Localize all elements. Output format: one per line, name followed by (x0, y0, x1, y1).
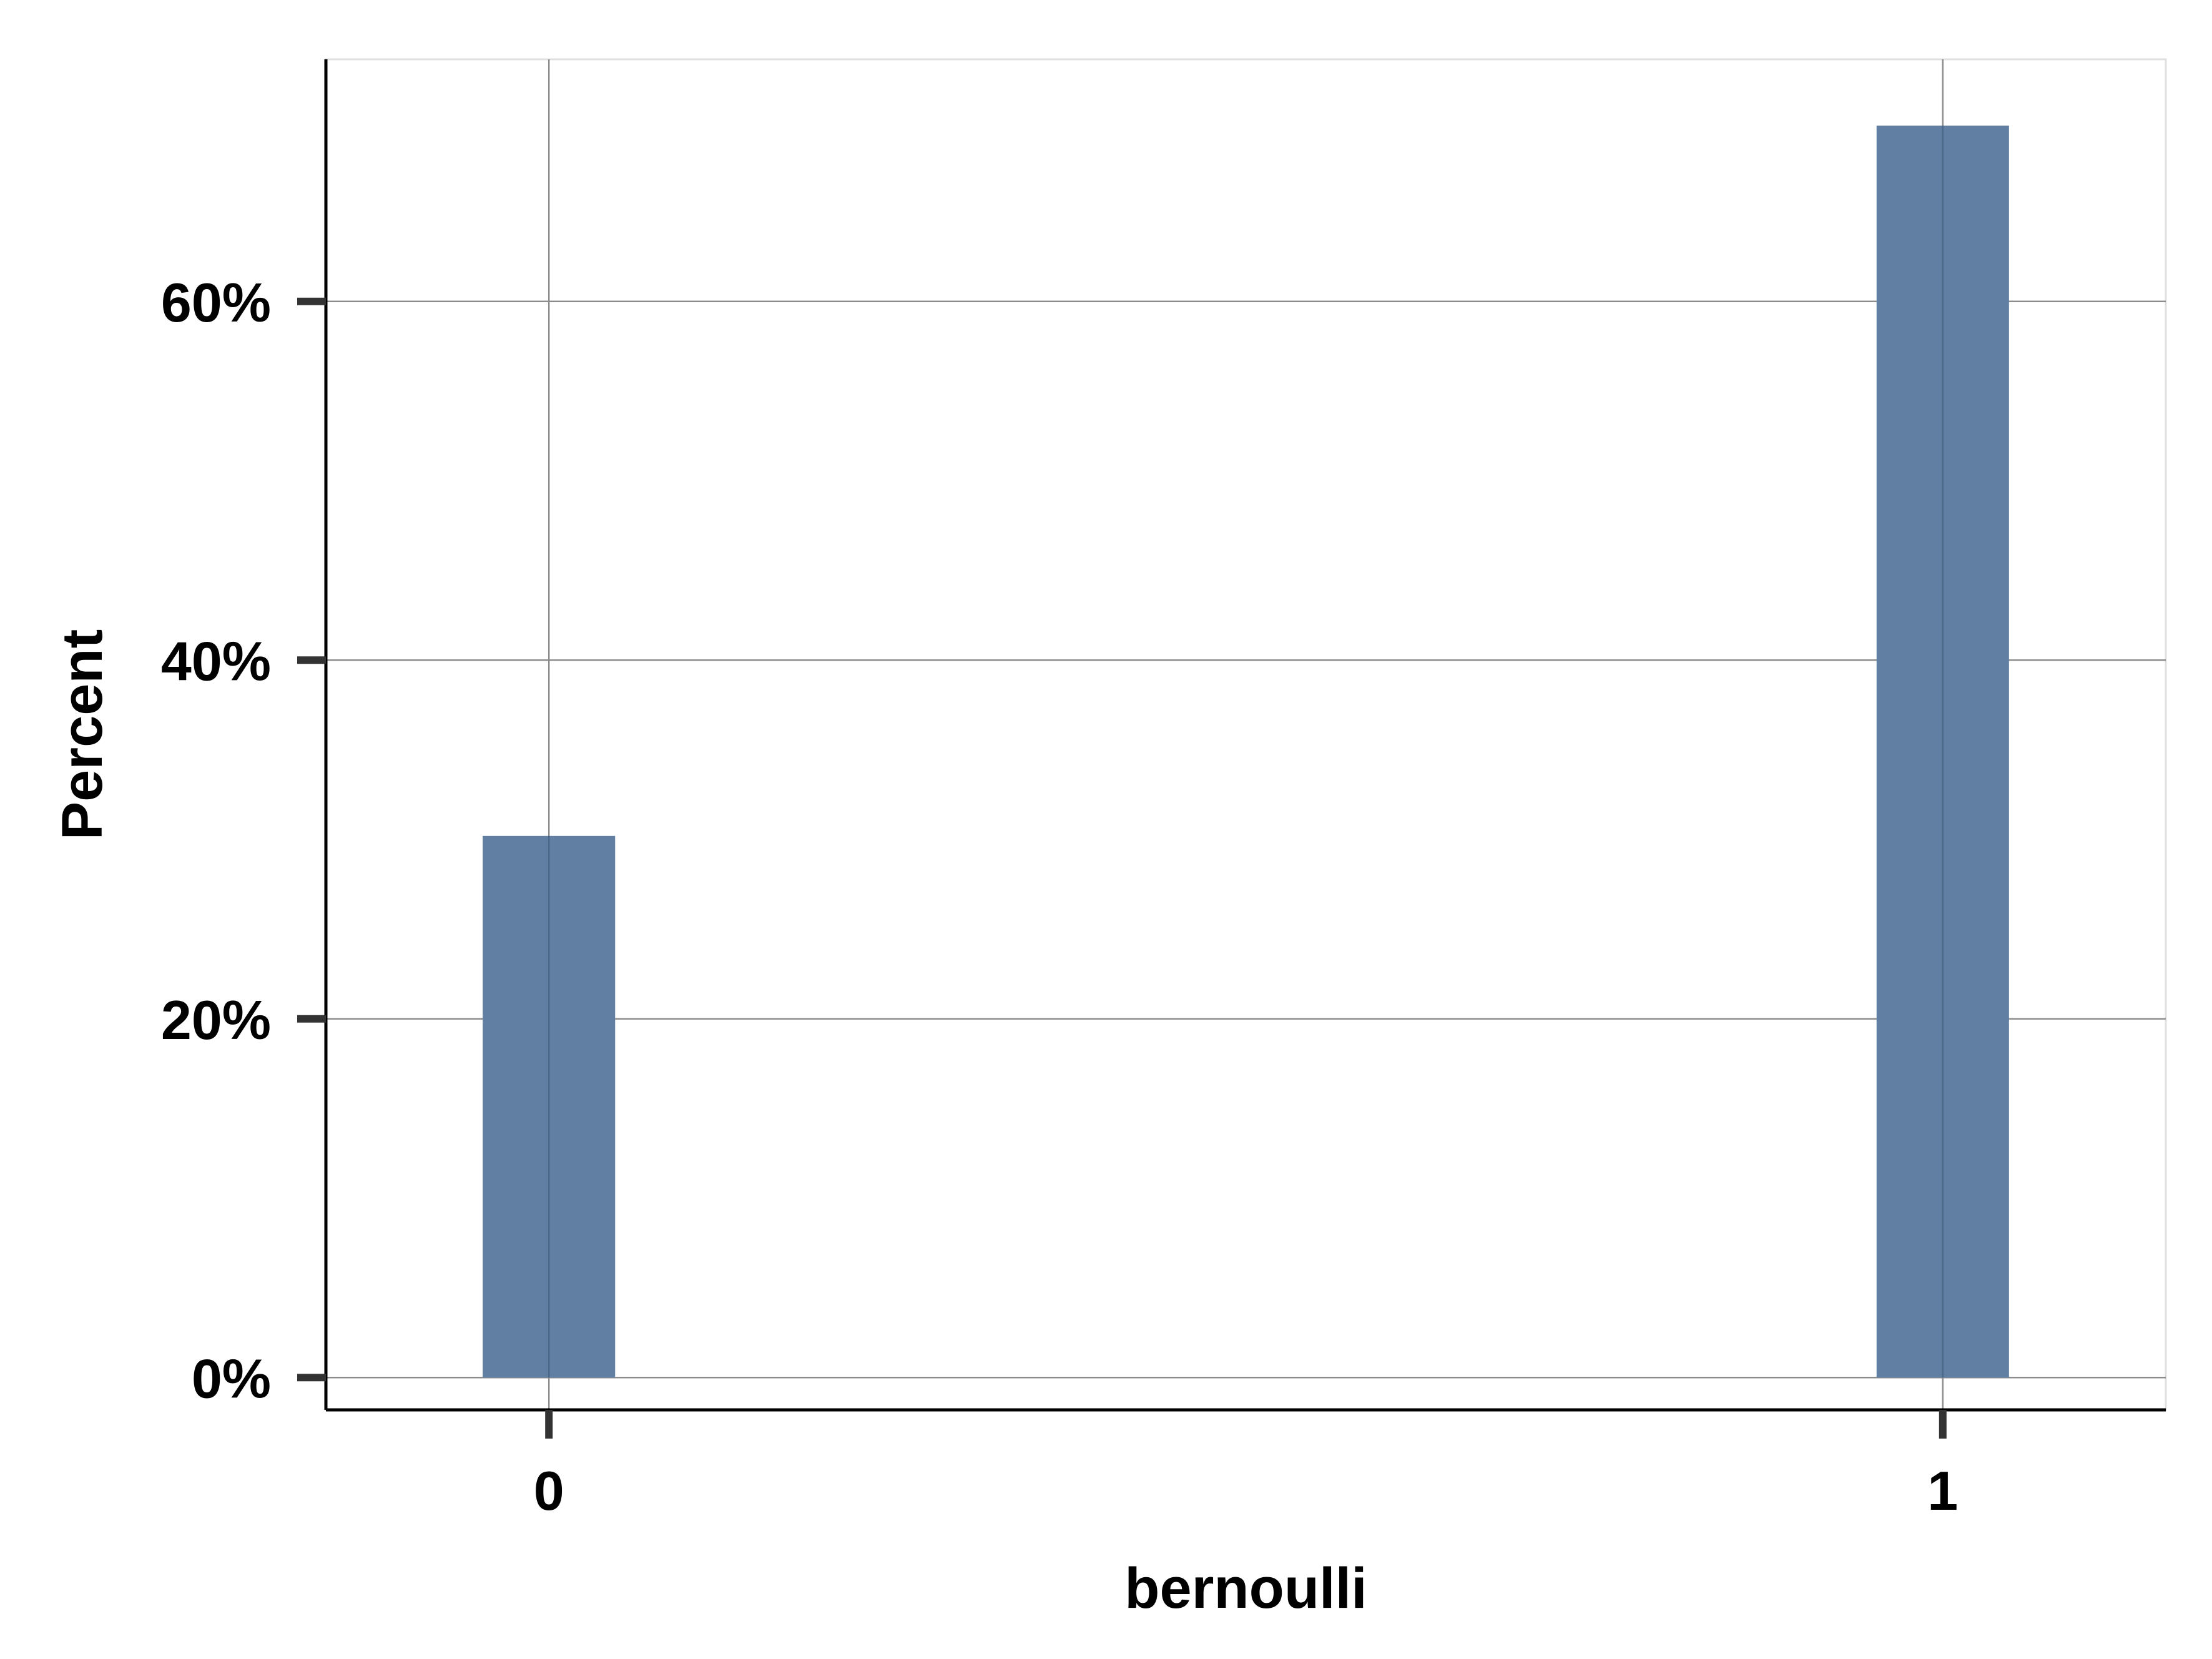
y-tick-label: 20% (161, 989, 271, 1051)
y-tick-label: 0% (192, 1347, 271, 1409)
ticks: 0% 20% 40% 60% 0 1 (161, 272, 1958, 1522)
bars (483, 126, 2009, 1378)
y-tick-label: 40% (161, 630, 271, 692)
x-tick-label: 1 (1927, 1460, 1958, 1522)
x-axis-title: bernoulli (1124, 1557, 1367, 1620)
axes (324, 59, 2166, 1412)
y-tick-label: 60% (161, 272, 271, 333)
x-tick-label: 0 (534, 1460, 564, 1522)
y-axis-title: Percent (51, 629, 114, 840)
